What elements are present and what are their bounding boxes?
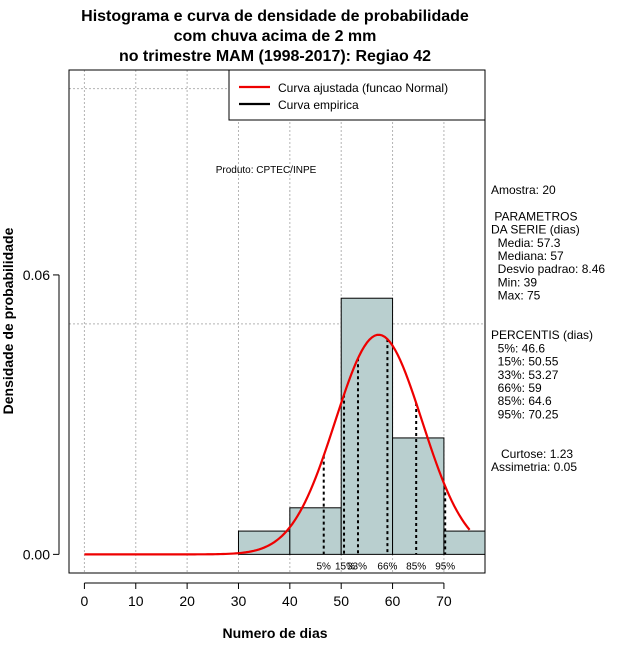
annotations: Produto: CPTEC/INPE: [216, 165, 317, 176]
histogram-bar: [340, 297, 394, 555]
stat-line: Amostra: 20: [491, 183, 556, 197]
histogram-bars: [237, 297, 486, 555]
stat-line: DA SERIE (dias): [491, 223, 580, 237]
stat-line: 85%: 64.6: [491, 394, 552, 408]
percentile-label: 85%: [406, 561, 426, 572]
normal-curve: [84, 333, 471, 556]
histogram-bar: [443, 530, 486, 555]
legend-label: Curva empirica: [278, 98, 359, 112]
legend: Curva ajustada (funcao Normal) Curva empi…: [228, 69, 486, 121]
stat-line: Max: 75: [491, 289, 541, 303]
x-tick-label: 60: [385, 593, 401, 609]
x-tick-label: 10: [128, 593, 144, 609]
x-tick-label: 70: [436, 593, 452, 609]
stat-line: PERCENTIS (dias): [491, 328, 593, 342]
stat-line: Curtose: 1.23: [491, 447, 573, 461]
y-tick-label: 0.00: [23, 546, 50, 562]
chart-title-line: no trimestre MAM (1998-2017): Regiao 42: [119, 48, 431, 65]
percentile-markers: 5% 15%33% 66% 85% 95%: [317, 339, 455, 572]
percentile-label: 33%: [347, 561, 367, 572]
chart-title-line: com chuva acima de 2 mm: [174, 28, 377, 45]
chart-title-line: Histograma e curva de densidade de proba…: [81, 8, 469, 25]
y-tick-label: 0.06: [23, 267, 50, 283]
stat-line: Mediana: 57: [491, 249, 564, 263]
x-tick-label: 0: [81, 593, 89, 609]
stat-line: 66%: 59: [491, 381, 542, 395]
axes: 0 10 20 30 40 50 60 70 0.00 0.06 Numero de dias Den…: [0, 227, 452, 641]
percentile-label: 66%: [377, 561, 397, 572]
stat-line: 95%: 70.25: [491, 407, 559, 421]
stat-line: Desvio padrao: 8.46: [491, 262, 605, 276]
stat-line: Media: 57.3: [491, 236, 561, 250]
stat-line: 5%: 46.6: [491, 341, 545, 355]
stat-line: 15%: 50.55: [491, 355, 559, 369]
percentile-label: 5%: [317, 561, 332, 572]
percentile-label: 95%: [435, 561, 455, 572]
stat-line: PARAMETROS: [491, 209, 577, 223]
stat-line: Min: 39: [491, 275, 537, 289]
x-tick-label: 20: [179, 593, 195, 609]
histogram-bar: [392, 437, 445, 555]
chart-title: Histograma e curva de densidade de proba…: [81, 8, 469, 65]
fitted-curve: [84, 333, 471, 556]
stat-line: Assimetria: 0.05: [491, 460, 577, 474]
x-tick-label: 30: [231, 593, 247, 609]
x-axis-title: Numero de dias: [222, 625, 327, 641]
legend-label: Curva ajustada (funcao Normal): [278, 81, 448, 95]
product-annotation: Produto: CPTEC/INPE: [216, 165, 317, 176]
percentile-label: 15%: [335, 561, 355, 572]
legend-box: [228, 69, 486, 121]
y-axis-title: Densidade de probabilidade: [0, 227, 16, 414]
x-tick-label: 50: [333, 593, 349, 609]
stat-line: 33%: 53.27: [491, 368, 559, 382]
x-tick-label: 40: [282, 593, 298, 609]
